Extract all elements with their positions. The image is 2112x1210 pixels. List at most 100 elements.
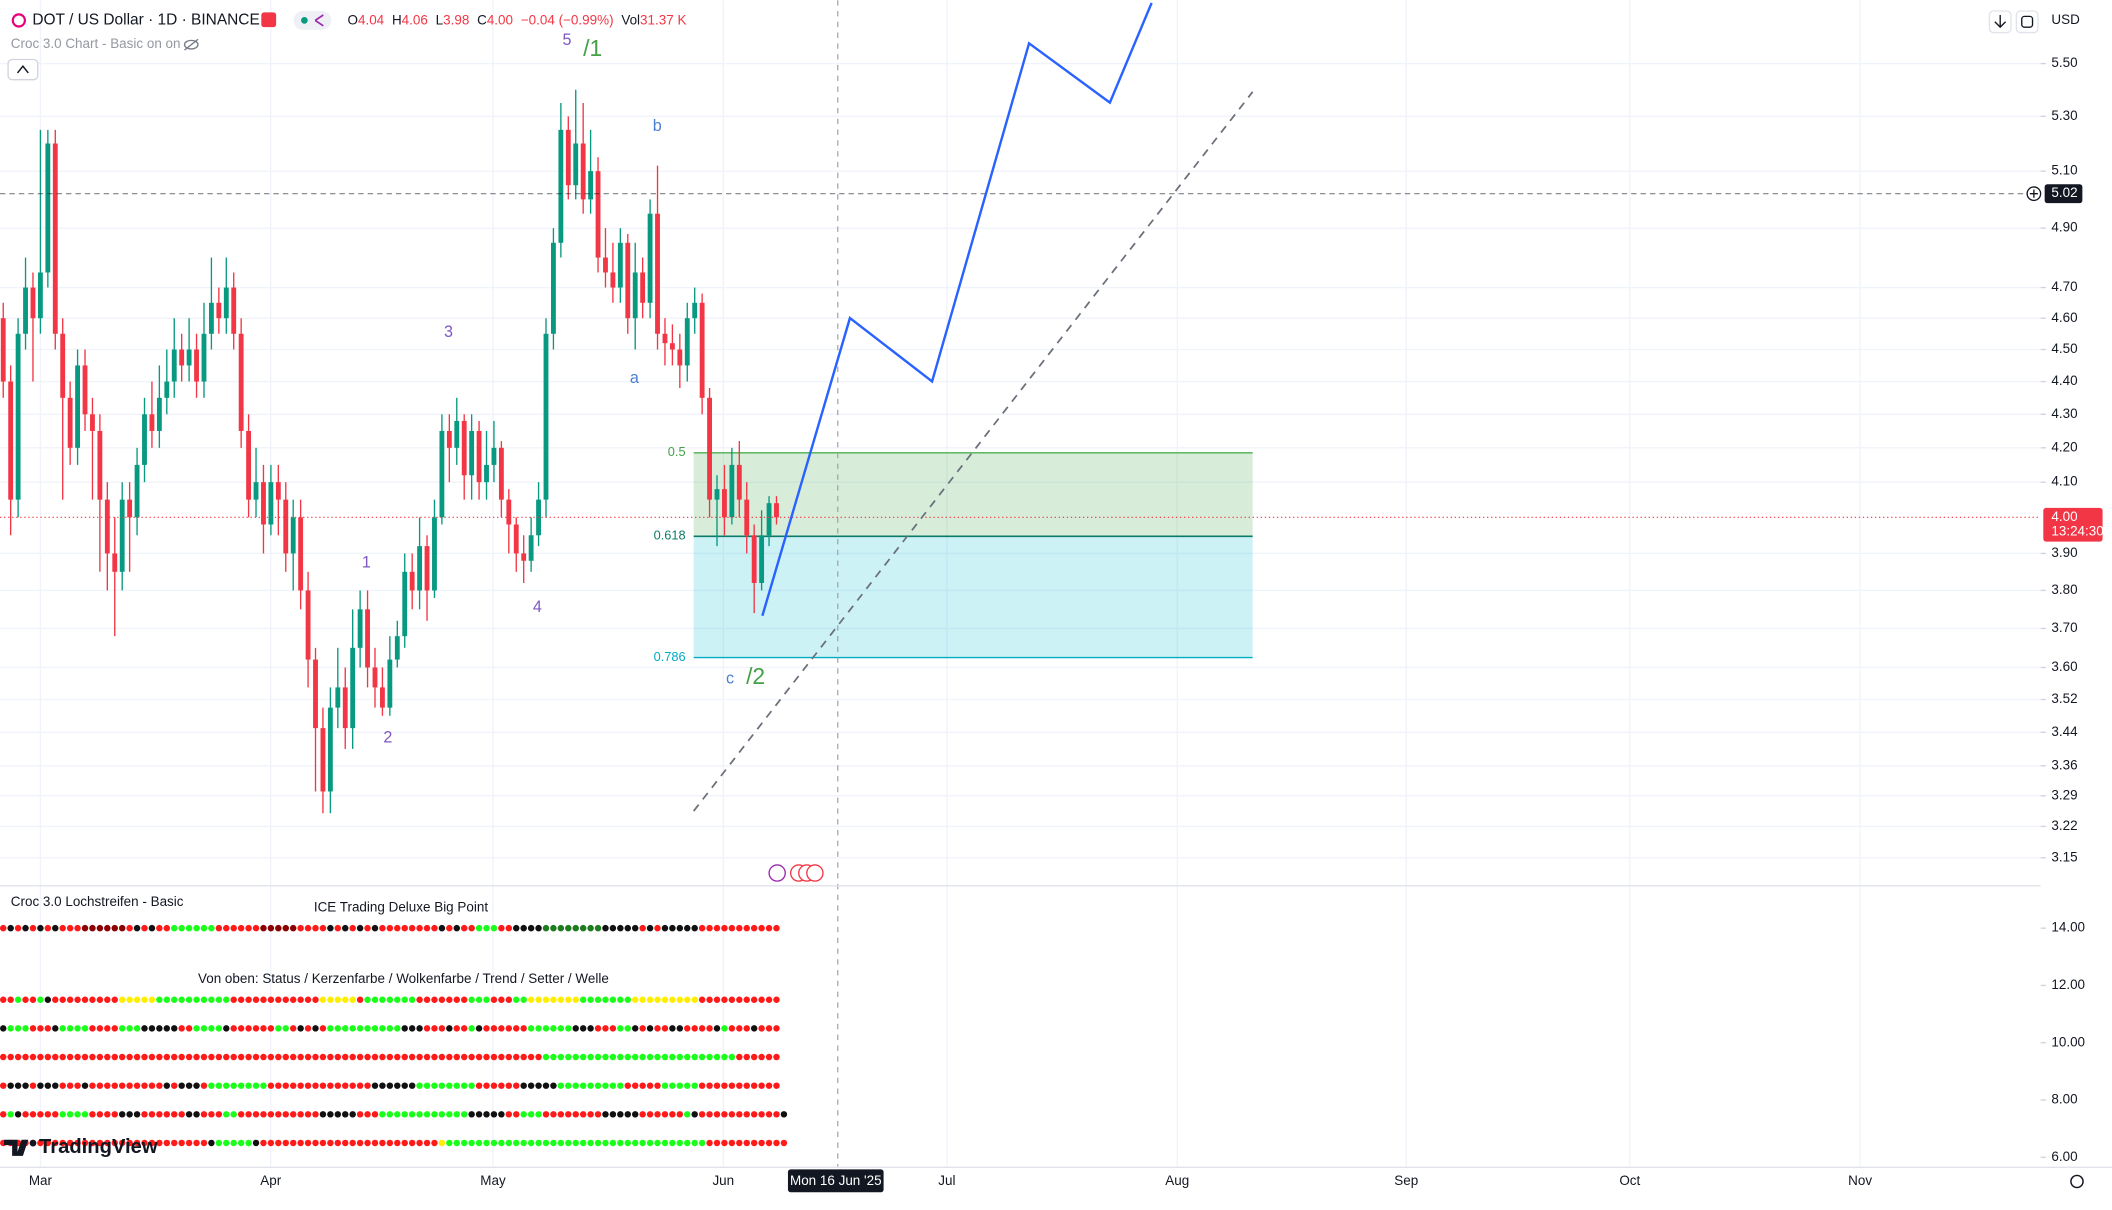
- state-dot: [721, 1053, 728, 1061]
- icon-button[interactable]: [2015, 10, 2039, 34]
- flag-icon[interactable]: [261, 12, 277, 28]
- candle-body: [261, 482, 266, 525]
- state-dot: [252, 924, 260, 932]
- state-dot: [408, 1025, 416, 1032]
- state-dot: [96, 924, 104, 932]
- plus-icon: [2029, 189, 2038, 198]
- state-dot: [379, 1082, 386, 1089]
- state-dot: [721, 1082, 728, 1089]
- state-dot: [260, 1111, 267, 1118]
- state-dot: [349, 1082, 356, 1089]
- state-dot: [349, 996, 356, 1003]
- state-dot: [237, 1053, 245, 1061]
- state-dot: [728, 924, 736, 932]
- state-dot: [654, 1082, 661, 1089]
- state-dot: [111, 1111, 118, 1118]
- state-dot: [624, 1025, 632, 1032]
- candle-body: [528, 535, 534, 561]
- state-dot: [275, 1025, 282, 1032]
- state-dot: [669, 1053, 676, 1061]
- state-dot: [631, 924, 639, 932]
- state-dot: [698, 1139, 706, 1147]
- state-dot: [304, 1139, 312, 1147]
- candle-body: [766, 503, 772, 536]
- state-dot: [0, 996, 7, 1003]
- share-icon: [314, 14, 324, 27]
- state-dot: [37, 1082, 44, 1089]
- state-dot: [89, 1139, 96, 1147]
- state-dot: [111, 1082, 118, 1089]
- state-dot: [542, 996, 550, 1003]
- state-dot: [401, 1025, 408, 1032]
- candle-body: [409, 571, 415, 591]
- state-dot: [423, 996, 431, 1003]
- candle-body: [149, 414, 155, 431]
- state-dot: [59, 1111, 66, 1118]
- settings-icon[interactable]: [2070, 1174, 2084, 1189]
- eye-off-icon[interactable]: [183, 38, 199, 51]
- state-dot: [104, 1025, 111, 1032]
- state-dot: [37, 996, 44, 1003]
- state-dot: [431, 1082, 438, 1089]
- state-dot: [423, 1025, 431, 1032]
- crosshair-label: Mon 16 Jun '25: [790, 1173, 882, 1188]
- state-dot: [208, 924, 215, 932]
- price-tag: [2043, 507, 2103, 542]
- state-dot: [237, 1025, 245, 1032]
- ohlc-value: 3.98: [443, 12, 469, 27]
- state-dot: [260, 996, 267, 1003]
- state-dot: [208, 1139, 215, 1147]
- state-dot: [527, 1025, 535, 1032]
- state-dot: [661, 1053, 669, 1061]
- state-dot: [431, 996, 438, 1003]
- state-dot: [750, 1139, 758, 1147]
- state-dot: [401, 1082, 408, 1089]
- candle-body: [387, 659, 393, 708]
- state-dot: [520, 1111, 527, 1118]
- state-dot: [230, 1082, 237, 1089]
- state-dot: [483, 996, 490, 1003]
- state-dot: [527, 1111, 535, 1118]
- state-dot: [594, 1025, 602, 1032]
- state-dot: [312, 1139, 319, 1147]
- state-dot: [483, 1053, 490, 1061]
- state-dot: [148, 996, 156, 1003]
- state-dot: [171, 1111, 178, 1118]
- state-dot: [7, 1082, 14, 1089]
- x-tick-label: Aug: [1165, 1173, 1189, 1188]
- candle-body: [142, 414, 147, 465]
- price-tag: [2044, 184, 2083, 204]
- state-dot: [505, 1053, 513, 1061]
- state-dot: [408, 1082, 416, 1089]
- state-dot: [386, 1139, 394, 1147]
- state-dot: [513, 1025, 520, 1032]
- toolbar-pill[interactable]: [293, 11, 332, 30]
- state-dot: [542, 1053, 550, 1061]
- state-dot: [475, 1111, 483, 1118]
- wave-label: a: [630, 369, 639, 387]
- icon: [806, 864, 824, 882]
- state-dot: [557, 1139, 565, 1147]
- state-dot: [185, 924, 193, 932]
- state-dot: [379, 996, 386, 1003]
- state-dot: [468, 1139, 475, 1147]
- state-dot: [260, 1025, 267, 1032]
- state-dot: [743, 1111, 750, 1118]
- state-dot: [706, 996, 713, 1003]
- state-dot: [14, 1025, 22, 1032]
- state-dot: [527, 996, 535, 1003]
- candle-body: [394, 636, 400, 660]
- state-dot: [171, 996, 178, 1003]
- state-dot: [483, 1025, 490, 1032]
- state-dot: [59, 1053, 66, 1061]
- collapse-button[interactable]: [7, 58, 39, 81]
- state-dot: [505, 1025, 513, 1032]
- currency[interactable]: USD: [2051, 12, 2080, 27]
- candle-body: [744, 499, 750, 536]
- state-dot: [7, 1053, 14, 1061]
- state-dot: [557, 996, 565, 1003]
- state-dot: [750, 1111, 758, 1118]
- state-dot: [59, 1082, 66, 1089]
- state-dot: [163, 1053, 171, 1061]
- state-dot: [178, 1111, 185, 1118]
